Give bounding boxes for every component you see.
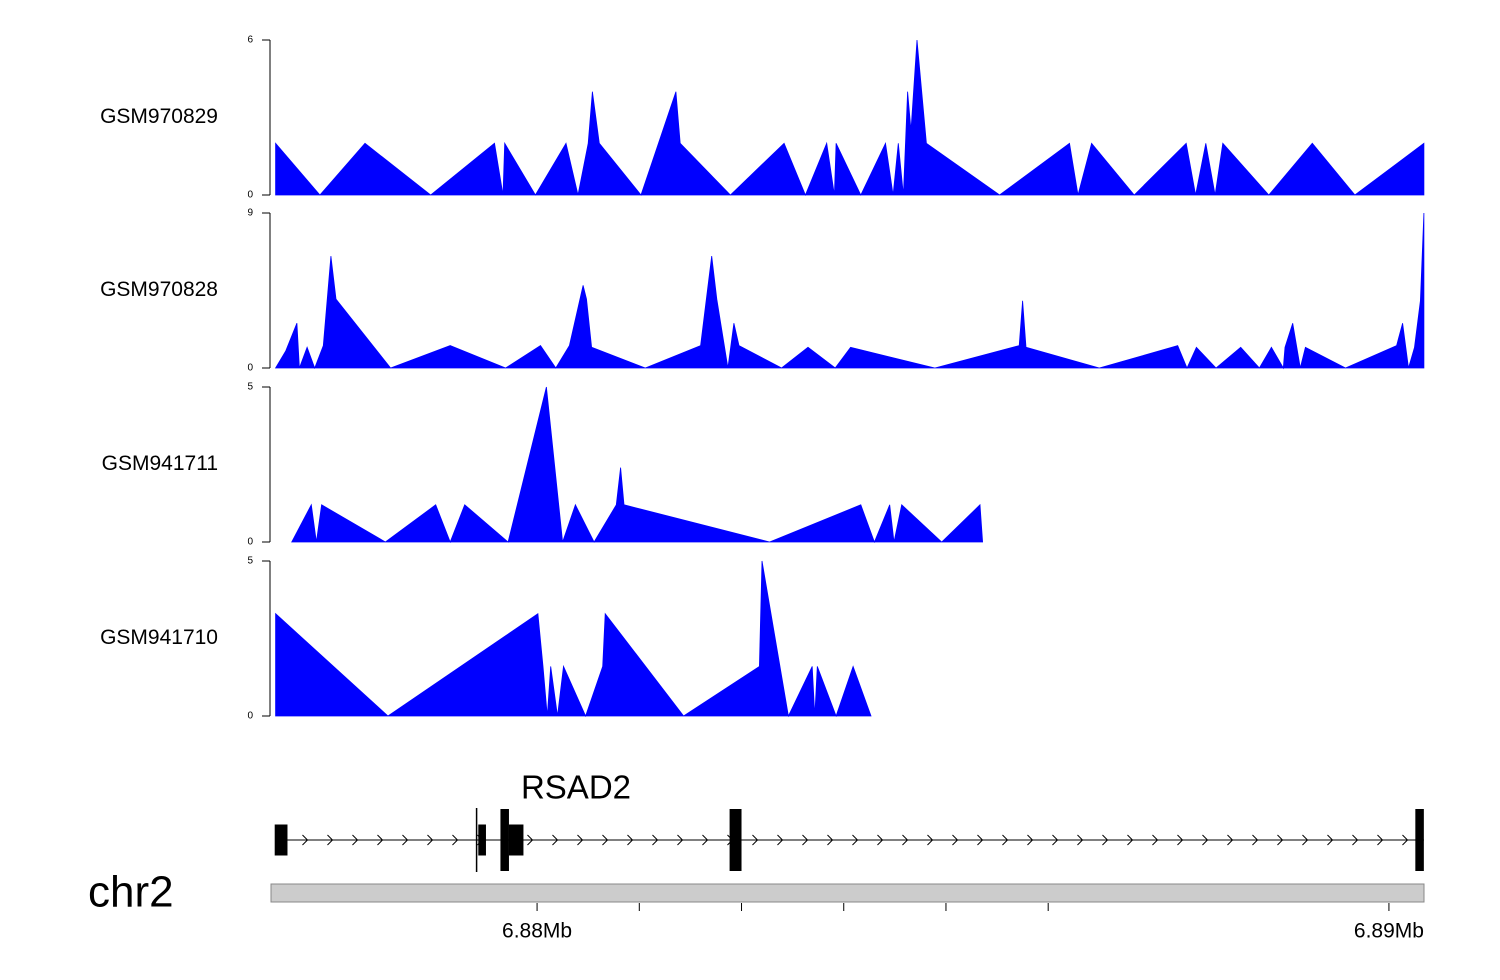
strand-arrow	[1127, 834, 1134, 846]
gene-label: RSAD2	[521, 769, 631, 806]
chromosome-bar	[270, 883, 1425, 903]
strand-arrow	[1102, 834, 1109, 846]
strand-arrow	[552, 834, 559, 846]
strand-arrow	[302, 834, 309, 846]
coverage-track-GSM941710: GSM941710 5 0	[100, 556, 872, 722]
genome-axis-track: chr2 6.88Mb 6.89Mb	[88, 868, 1425, 943]
exon	[1415, 809, 1424, 871]
strand-arrow	[327, 834, 334, 846]
y-tick-label-max: 6	[247, 35, 253, 46]
strand-arrow	[577, 834, 584, 846]
strand-arrow	[1077, 834, 1084, 846]
strand-arrow	[1052, 834, 1059, 846]
strand-arrow	[627, 834, 634, 846]
strand-arrow	[1352, 834, 1359, 846]
strand-arrow	[977, 834, 984, 846]
y-tick-label-min: 0	[247, 537, 253, 548]
exon	[478, 824, 486, 856]
strand-arrow	[952, 834, 959, 846]
coverage-track-GSM970828: GSM970828 9 0	[100, 208, 1425, 374]
coverage-track-GSM970829: GSM970829 6 0	[100, 35, 1425, 201]
coverage-area	[275, 39, 1425, 197]
strand-arrow	[827, 834, 834, 846]
strand-arrow	[427, 834, 434, 846]
strand-arrow	[1002, 834, 1009, 846]
y-tick-label-min: 0	[247, 190, 253, 201]
x-tick-label: 6.88Mb	[502, 920, 572, 943]
strand-arrow	[1327, 834, 1334, 846]
strand-arrow	[652, 834, 659, 846]
strand-arrow	[352, 834, 359, 846]
strand-arrow	[1227, 834, 1234, 846]
coverage-area	[291, 386, 984, 544]
strand-arrow	[1202, 834, 1209, 846]
strand-arrow	[927, 834, 934, 846]
strand-arrow	[602, 834, 609, 846]
strand-arrow	[877, 834, 884, 846]
strand-arrow	[777, 834, 784, 846]
strand-arrow	[1252, 834, 1259, 846]
strand-arrow	[752, 834, 759, 846]
strand-arrow	[1152, 834, 1159, 846]
y-tick-label-max: 5	[247, 382, 253, 393]
y-tick-label-min: 0	[247, 363, 253, 374]
exon	[274, 824, 288, 856]
exon	[729, 809, 742, 871]
strand-arrow	[802, 834, 809, 846]
chromosome-label: chr2	[88, 868, 174, 917]
y-tick-label-min: 0	[247, 711, 253, 722]
exon	[508, 824, 524, 856]
x-tick-label: 6.89Mb	[1354, 920, 1424, 943]
strand-arrow	[1302, 834, 1309, 846]
strand-arrow	[402, 834, 409, 846]
y-tick-label-max: 9	[247, 208, 253, 219]
strand-arrow	[1377, 834, 1384, 846]
strand-arrow	[1027, 834, 1034, 846]
strand-arrow	[902, 834, 909, 846]
y-tick-label-max: 5	[247, 556, 253, 567]
strand-arrow	[702, 834, 709, 846]
track-label: GSM970829	[100, 105, 218, 128]
track-label: GSM941711	[102, 452, 218, 475]
coverage-track-GSM941711: GSM941711 5 0	[102, 382, 984, 548]
track-label: GSM941710	[100, 626, 218, 649]
strand-arrow	[452, 834, 459, 846]
track-label: GSM970828	[100, 278, 218, 301]
strand-arrow	[852, 834, 859, 846]
coverage-area	[275, 560, 872, 718]
strand-arrow	[1402, 834, 1409, 846]
strand-arrow	[527, 834, 534, 846]
coverage-tracks: GSM97082960GSM97082890GSM94171150GSM9417…	[100, 35, 1425, 722]
gene-track: RSAD2	[274, 769, 1424, 872]
strand-arrow	[1177, 834, 1184, 846]
strand-arrow	[677, 834, 684, 846]
exon	[500, 809, 509, 871]
strand-arrow	[377, 834, 384, 846]
strand-arrow	[1277, 834, 1284, 846]
coverage-area	[274, 212, 1425, 370]
